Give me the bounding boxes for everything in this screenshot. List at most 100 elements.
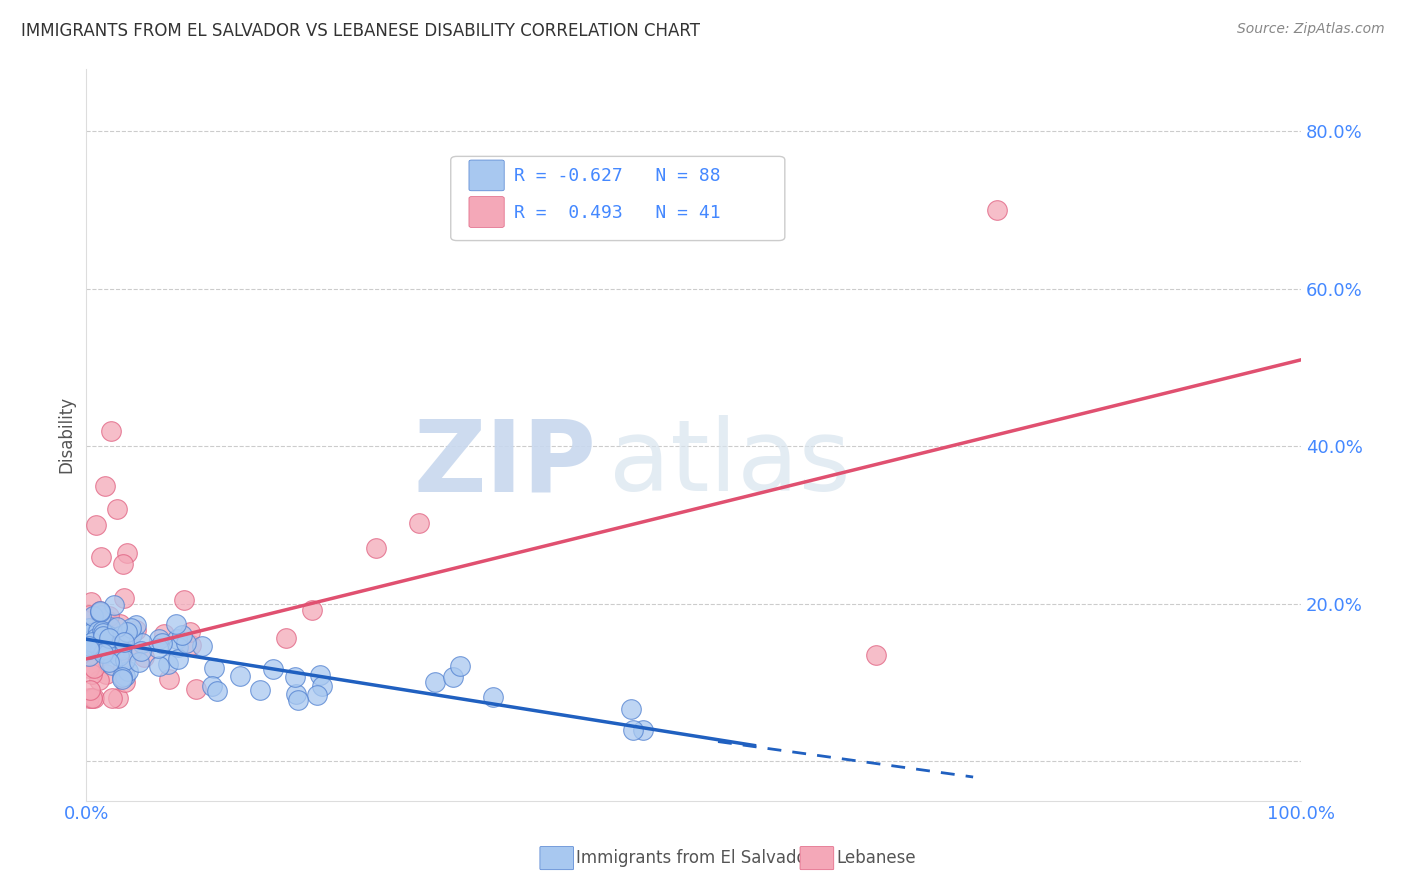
Point xyxy=(89,605,111,619)
Point xyxy=(631,723,654,737)
Point xyxy=(94,667,117,681)
Point xyxy=(621,723,644,737)
Point xyxy=(174,636,197,650)
Point xyxy=(96,632,118,647)
Point xyxy=(115,546,138,560)
Point xyxy=(82,691,104,706)
Point xyxy=(98,620,121,634)
Point xyxy=(93,479,115,493)
Point xyxy=(82,608,104,623)
Text: IMMIGRANTS FROM EL SALVADOR VS LEBANESE DISABILITY CORRELATION CHART: IMMIGRANTS FROM EL SALVADOR VS LEBANESE … xyxy=(21,22,700,40)
Point xyxy=(449,659,471,673)
Point xyxy=(229,669,252,683)
Point xyxy=(166,632,188,646)
Point xyxy=(131,636,153,650)
Point xyxy=(287,693,309,707)
Point xyxy=(202,661,225,675)
Point xyxy=(87,624,110,639)
Point xyxy=(97,631,120,645)
Point xyxy=(284,670,307,684)
Point xyxy=(80,595,103,609)
Point xyxy=(441,670,464,684)
Point xyxy=(150,636,173,650)
Point xyxy=(274,632,297,646)
Point xyxy=(110,643,132,657)
Point xyxy=(148,641,170,656)
Point xyxy=(129,644,152,658)
Point xyxy=(108,629,131,643)
Point xyxy=(93,634,115,648)
Point xyxy=(96,628,118,642)
Point xyxy=(179,625,201,640)
Point xyxy=(111,558,134,572)
Text: atlas: atlas xyxy=(609,416,851,512)
Point xyxy=(90,549,112,564)
Point xyxy=(117,625,139,640)
Point xyxy=(191,640,214,654)
Point xyxy=(311,679,333,693)
Point xyxy=(111,672,134,686)
Point xyxy=(84,631,107,645)
FancyBboxPatch shape xyxy=(470,160,505,191)
Point xyxy=(77,661,100,675)
Point xyxy=(108,617,131,632)
Point xyxy=(205,684,228,698)
Point xyxy=(98,608,121,623)
Point xyxy=(620,702,643,716)
Point xyxy=(134,650,156,665)
Point xyxy=(77,648,100,663)
Point xyxy=(79,626,101,640)
Point xyxy=(94,645,117,659)
Point xyxy=(82,667,104,681)
Point xyxy=(105,502,128,516)
Point xyxy=(167,640,190,655)
Point xyxy=(120,621,142,635)
Point xyxy=(89,604,111,618)
Point xyxy=(96,646,118,660)
Point xyxy=(77,607,100,622)
Point xyxy=(77,627,100,641)
Point xyxy=(170,628,193,642)
Y-axis label: Disability: Disability xyxy=(58,396,75,473)
Point xyxy=(77,639,100,653)
Point xyxy=(148,658,170,673)
Point xyxy=(94,642,117,657)
Point xyxy=(90,608,112,623)
Point xyxy=(89,604,111,618)
Point xyxy=(91,626,114,640)
Point xyxy=(249,683,271,698)
Point xyxy=(105,620,128,634)
Point xyxy=(157,673,180,687)
Point xyxy=(100,644,122,658)
Point xyxy=(77,691,100,706)
Point xyxy=(100,691,122,706)
Point xyxy=(77,633,100,648)
Point xyxy=(285,687,308,701)
Point xyxy=(307,689,329,703)
Point xyxy=(97,614,120,628)
Point xyxy=(97,629,120,643)
Point xyxy=(308,668,330,682)
Point xyxy=(114,669,136,683)
Text: Lebanese: Lebanese xyxy=(837,849,917,867)
Point xyxy=(125,617,148,632)
Point xyxy=(101,657,124,672)
Point xyxy=(91,615,114,630)
Point xyxy=(114,653,136,667)
Text: ZIP: ZIP xyxy=(413,416,596,512)
Point xyxy=(423,674,446,689)
FancyBboxPatch shape xyxy=(470,196,505,227)
Point xyxy=(89,641,111,656)
Point xyxy=(114,675,136,690)
Point xyxy=(986,203,1008,218)
Point xyxy=(167,651,190,665)
Point xyxy=(91,629,114,643)
Point xyxy=(201,679,224,693)
Point xyxy=(77,641,100,656)
Point xyxy=(93,639,115,653)
Point xyxy=(121,627,143,641)
Point xyxy=(112,591,135,605)
Text: Immigrants from El Salvador: Immigrants from El Salvador xyxy=(576,849,814,867)
Text: Source: ZipAtlas.com: Source: ZipAtlas.com xyxy=(1237,22,1385,37)
Point xyxy=(91,624,114,638)
